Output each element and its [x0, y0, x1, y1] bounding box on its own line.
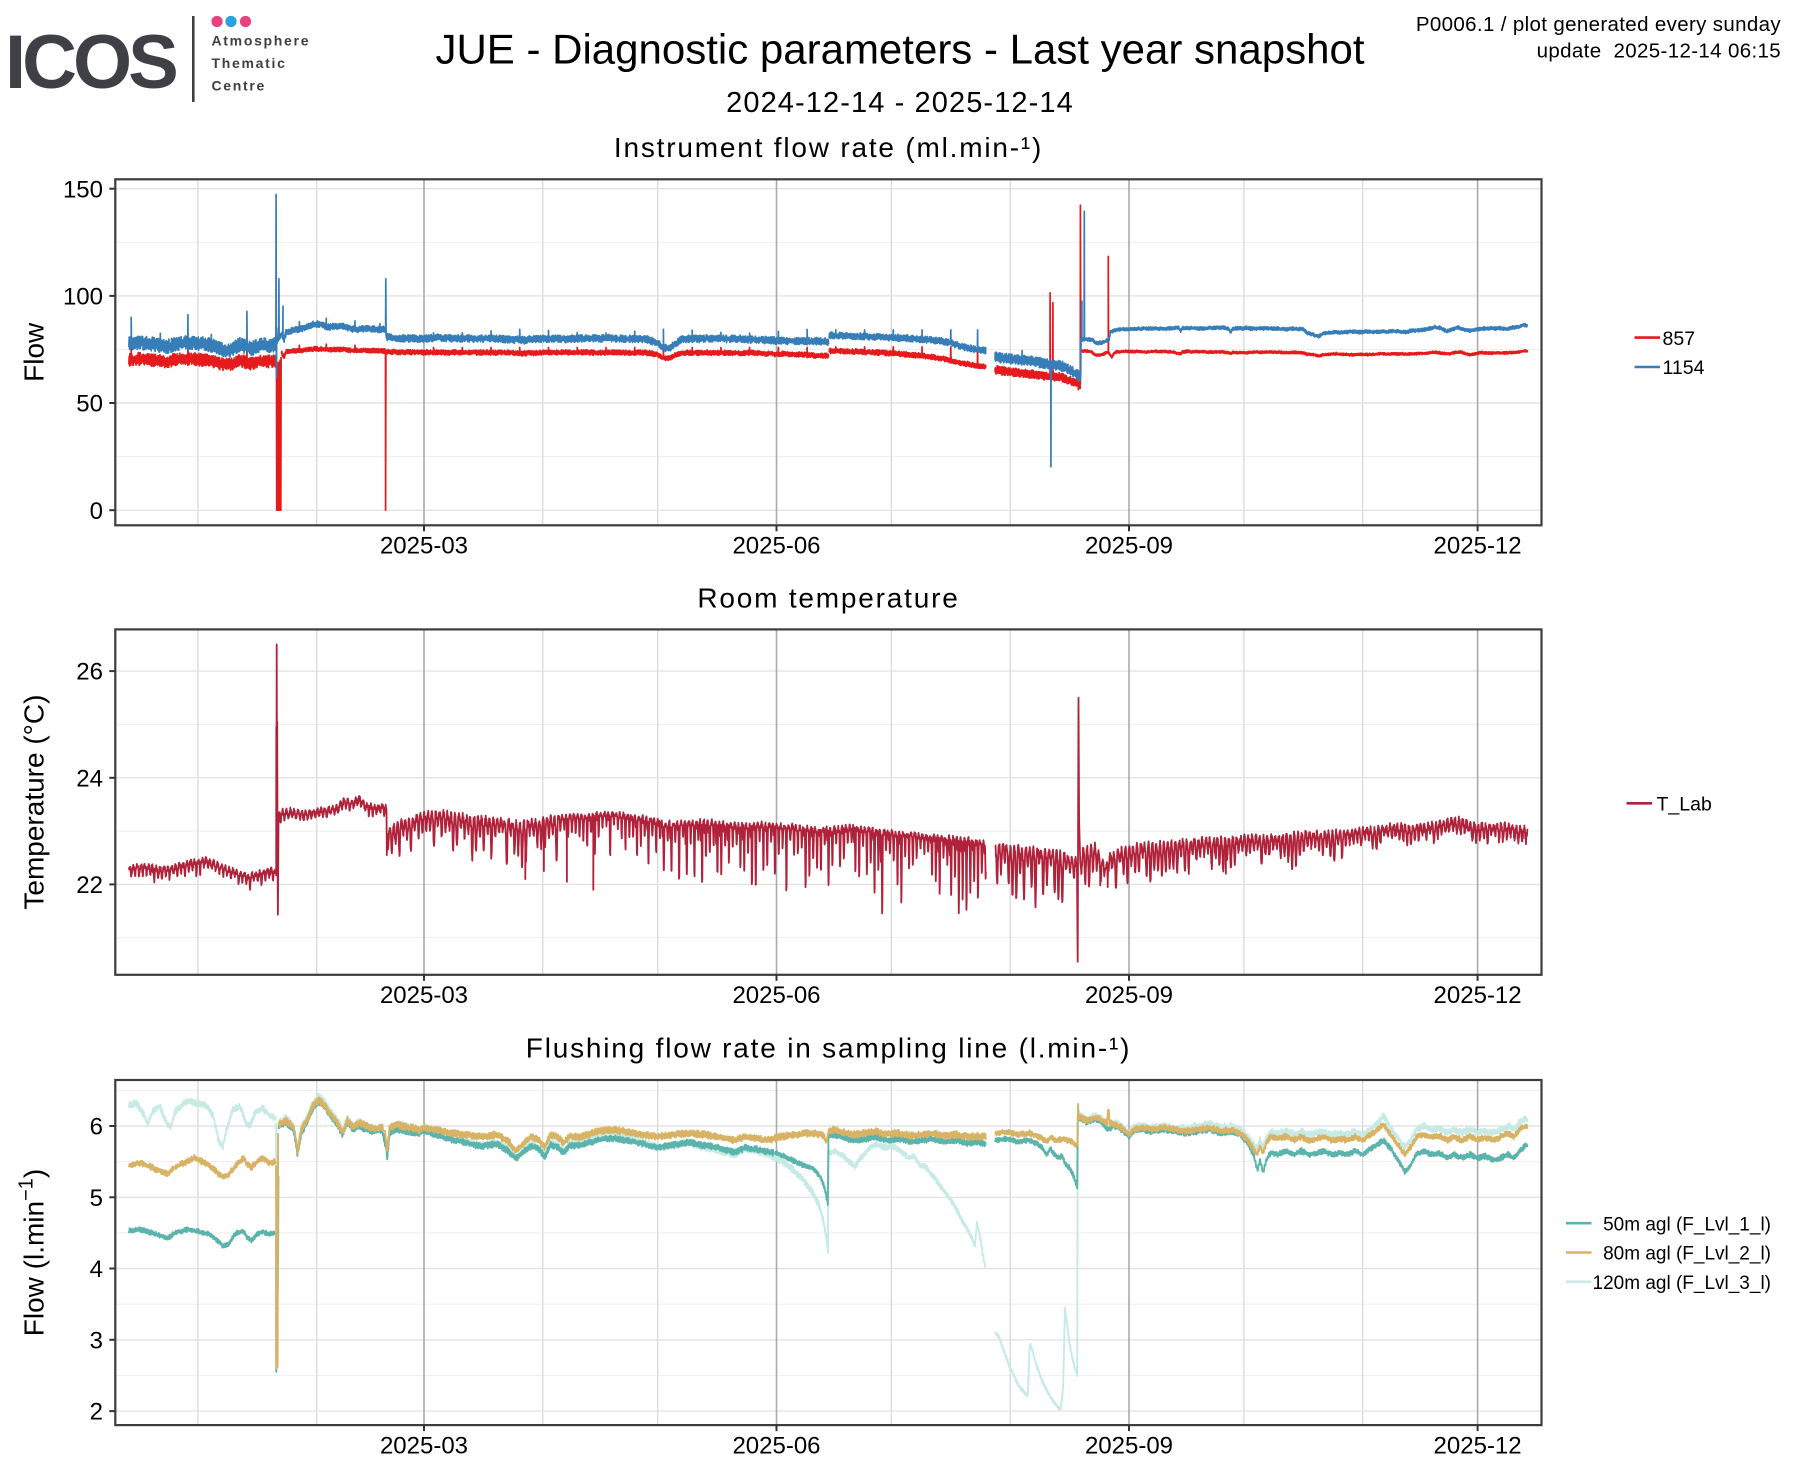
svg-text:120m agl (F_Lvl_3_l): 120m agl (F_Lvl_3_l): [1593, 1273, 1771, 1294]
svg-text:2025-12: 2025-12: [1434, 982, 1522, 1009]
svg-text:update 2025-12-14 06:15: update 2025-12-14 06:15: [1537, 40, 1781, 63]
svg-text:T_Lab: T_Lab: [1657, 794, 1712, 816]
svg-text:857: 857: [1663, 328, 1696, 350]
svg-text:1154: 1154: [1663, 357, 1705, 379]
svg-text:2025-03: 2025-03: [380, 982, 468, 1009]
svg-text:50m agl (F_Lvl_1_l): 50m agl (F_Lvl_1_l): [1603, 1214, 1771, 1235]
svg-text:80m agl (F_Lvl_2_l): 80m agl (F_Lvl_2_l): [1603, 1244, 1771, 1265]
svg-text:Instrument flow rate (ml.min-¹: Instrument flow rate (ml.min-¹): [614, 132, 1043, 163]
svg-text:2025-12: 2025-12: [1434, 1433, 1522, 1460]
svg-text:6: 6: [90, 1114, 103, 1141]
svg-text:3: 3: [90, 1327, 103, 1354]
svg-text:2025-03: 2025-03: [380, 533, 468, 560]
svg-text:4: 4: [90, 1256, 103, 1283]
svg-text:2025-06: 2025-06: [732, 1433, 820, 1460]
svg-text:Atmosphere: Atmosphere: [212, 33, 311, 49]
svg-text:Room temperature: Room temperature: [697, 583, 959, 614]
svg-text:2025-09: 2025-09: [1085, 1433, 1173, 1460]
svg-text:2025-06: 2025-06: [732, 982, 820, 1009]
svg-text:2025-09: 2025-09: [1085, 982, 1173, 1009]
svg-text:100: 100: [63, 284, 103, 311]
svg-text:50: 50: [76, 391, 103, 418]
svg-text:0: 0: [90, 498, 103, 525]
svg-text:Flushing flow rate in sampling: Flushing flow rate in sampling line (l.m…: [526, 1033, 1131, 1064]
svg-text:26: 26: [76, 659, 103, 686]
svg-text:Centre: Centre: [212, 78, 267, 94]
svg-text:2: 2: [90, 1399, 103, 1426]
svg-text:ICOS: ICOS: [5, 20, 176, 105]
svg-text:5: 5: [90, 1185, 103, 1212]
svg-text:22: 22: [76, 872, 103, 899]
svg-text:2024-12-14 - 2025-12-14: 2024-12-14 - 2025-12-14: [726, 87, 1074, 119]
svg-text:24: 24: [76, 765, 103, 792]
svg-text:2025-09: 2025-09: [1085, 533, 1173, 560]
svg-text:Flow: Flow: [19, 322, 50, 382]
svg-text:Thematic: Thematic: [212, 55, 287, 71]
svg-text:2025-03: 2025-03: [380, 1433, 468, 1460]
svg-text:Temperature (°C): Temperature (°C): [19, 695, 50, 910]
svg-text:P0006.1 / plot generated every: P0006.1 / plot generated every sunday: [1416, 13, 1782, 36]
svg-text:2025-06: 2025-06: [732, 533, 820, 560]
svg-text:2025-12: 2025-12: [1434, 533, 1522, 560]
svg-text:150: 150: [63, 176, 103, 203]
svg-text:JUE - Diagnostic parameters -: JUE - Diagnostic parameters - Last year …: [435, 26, 1364, 73]
